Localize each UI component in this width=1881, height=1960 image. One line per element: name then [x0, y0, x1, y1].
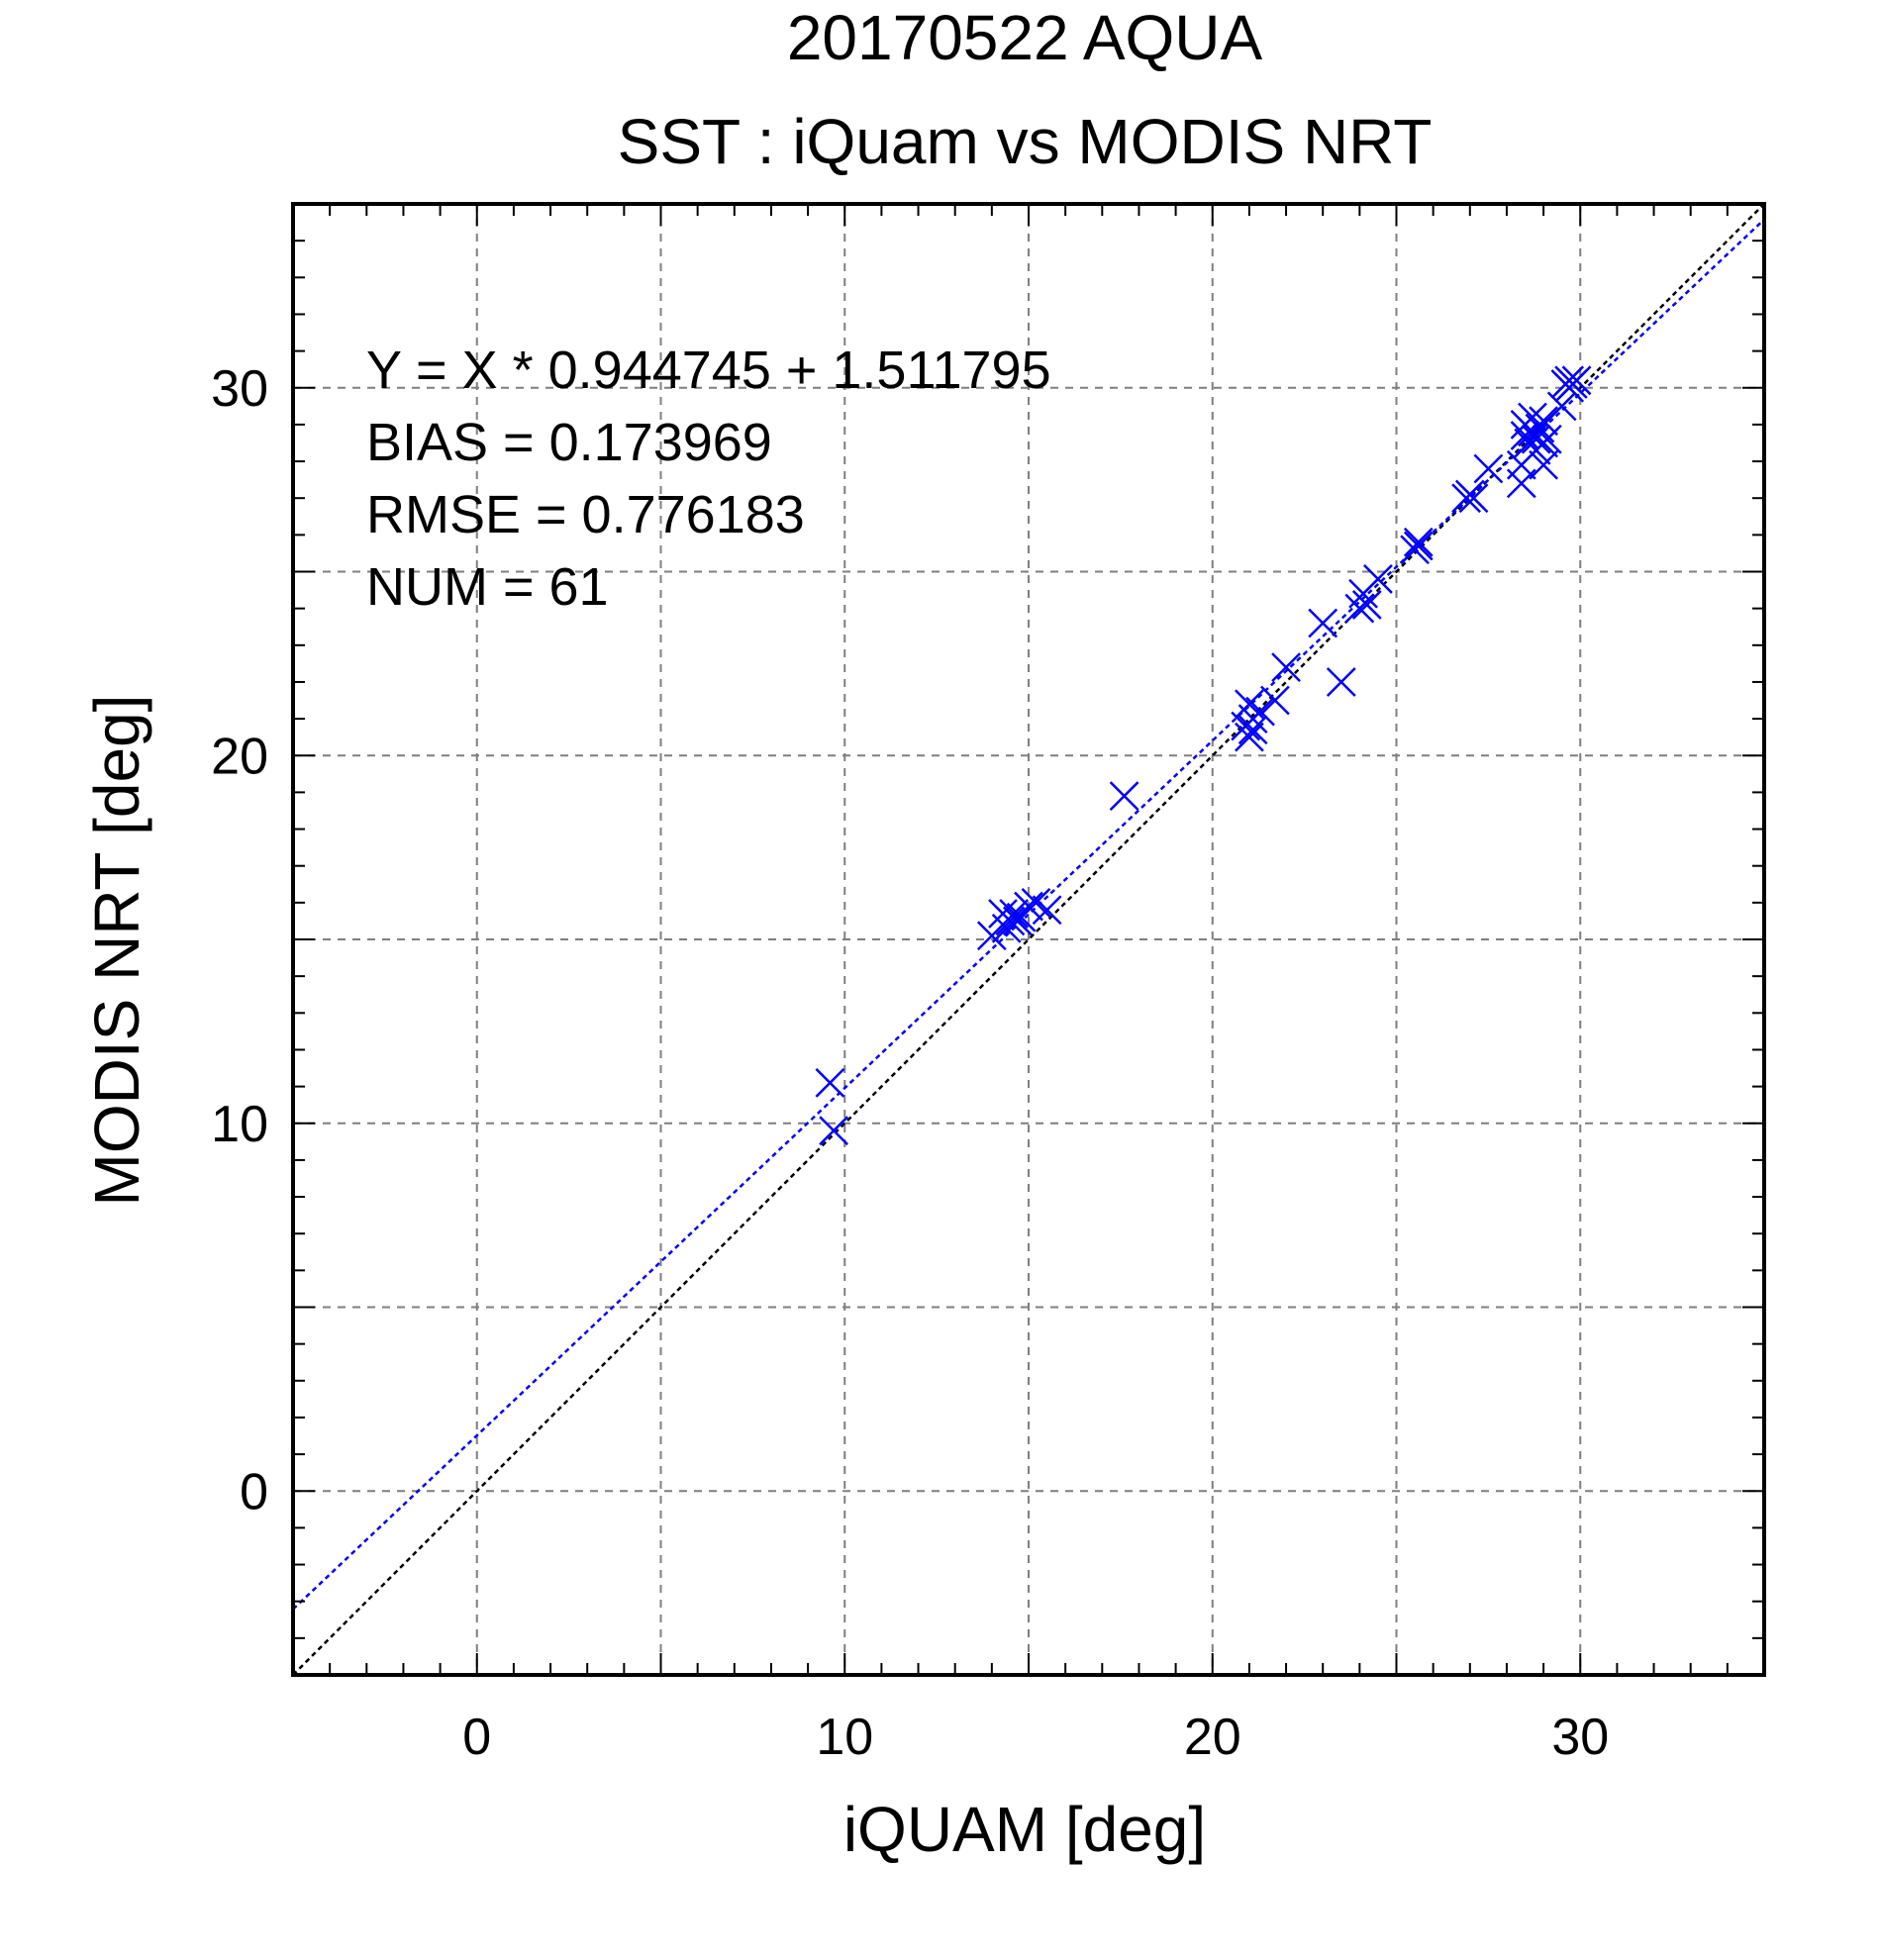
- data-point: [1521, 424, 1551, 454]
- data-point: [1473, 453, 1504, 484]
- x-tick-label: 0: [462, 1709, 491, 1766]
- chart-subtitle: SST : iQuam vs MODIS NRT: [618, 106, 1433, 177]
- stats-line: NUM = 61: [366, 557, 609, 617]
- y-tick-label: 10: [211, 1096, 268, 1153]
- x-tick-label: 20: [1184, 1709, 1241, 1766]
- data-point: [1351, 590, 1382, 620]
- x-tick-label: 10: [816, 1709, 873, 1766]
- data-point: [1363, 564, 1393, 594]
- data-point: [1245, 696, 1275, 727]
- data-point: [1238, 715, 1268, 745]
- stats-line: Y = X * 0.944745 + 1.511795: [366, 341, 1051, 400]
- data-point: [1109, 781, 1139, 811]
- data-point: [1326, 667, 1356, 697]
- data-point: [1271, 652, 1301, 682]
- data-point: [819, 1116, 848, 1146]
- plot-frame: [291, 202, 1766, 1677]
- chart-title: 20170522 AQUA: [787, 2, 1263, 73]
- grid-lines: [293, 204, 1764, 1675]
- data-point: [999, 899, 1030, 929]
- data-point: [1032, 895, 1062, 926]
- data-point: [1561, 365, 1592, 396]
- data-point: [1308, 608, 1338, 638]
- y-axis-label: MODIS NRT [deg]: [81, 695, 152, 1207]
- y-tick-label: 20: [211, 728, 268, 785]
- tick-labels: 0 10 20 30 0 10 20 30: [211, 360, 1609, 1766]
- data-point: [1014, 891, 1043, 922]
- stats-line: BIAS = 0.173969: [366, 413, 772, 472]
- data-point: [1403, 531, 1434, 561]
- data-point: [1529, 406, 1558, 437]
- data-point: [1260, 685, 1290, 716]
- data-point: [815, 1068, 845, 1098]
- data-point: [1529, 449, 1558, 480]
- data-points: [815, 365, 1592, 1146]
- data-point: [1458, 483, 1489, 514]
- data-point: [995, 906, 1026, 936]
- y-tick-label: 30: [211, 360, 268, 418]
- stats-line: RMSE = 0.776183: [366, 485, 805, 544]
- y-tick-label: 0: [240, 1463, 268, 1520]
- x-axis-label: iQUAM [deg]: [843, 1794, 1206, 1865]
- data-point: [1532, 424, 1562, 454]
- data-point: [1403, 527, 1434, 557]
- data-point: [1235, 722, 1264, 752]
- x-tick-label: 30: [1551, 1709, 1609, 1766]
- stats-box: Y = X * 0.944745 + 1.511795 BIAS = 0.1739…: [366, 341, 1051, 617]
